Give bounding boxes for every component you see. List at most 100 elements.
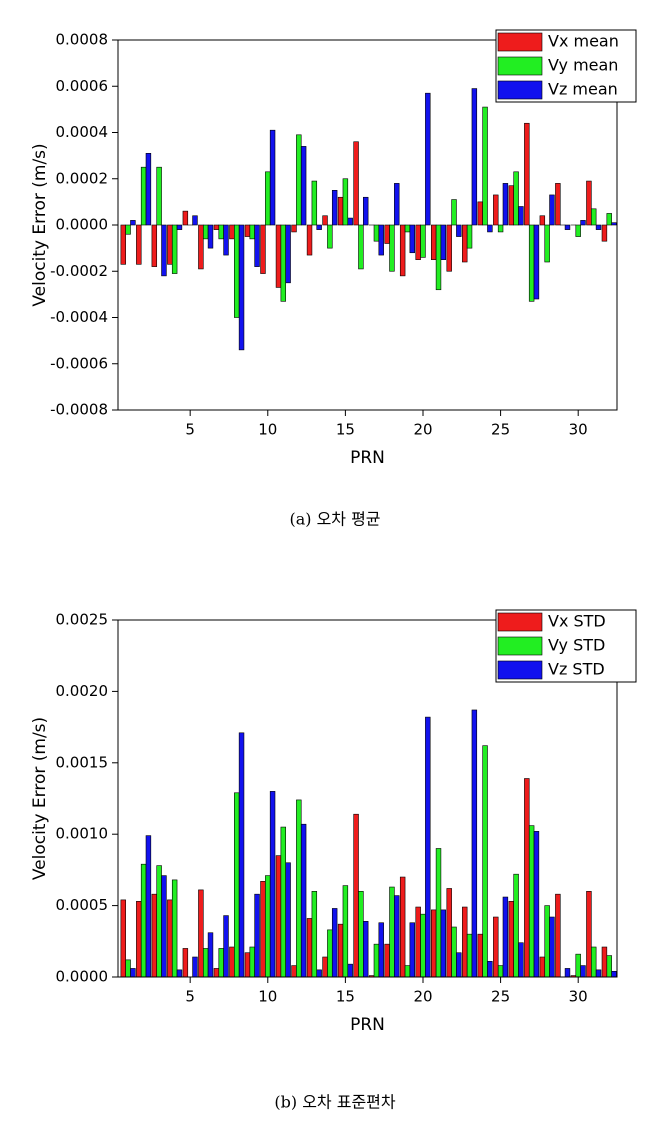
bar	[446, 224, 452, 272]
bar	[140, 863, 147, 978]
bar	[130, 968, 136, 978]
bar	[591, 208, 597, 226]
bar	[218, 948, 224, 978]
bar	[471, 88, 478, 226]
bar	[595, 969, 602, 978]
bar	[497, 224, 504, 233]
bar	[316, 969, 322, 978]
legend-swatch	[497, 636, 543, 656]
bar	[409, 224, 415, 254]
bar	[353, 813, 359, 978]
bar	[456, 952, 462, 978]
y-tick-label: 0.0002	[56, 169, 109, 187]
bar	[466, 933, 473, 978]
bar	[549, 916, 555, 978]
bar	[260, 224, 266, 274]
legend-label: Vy mean	[548, 56, 618, 75]
bar	[518, 206, 524, 226]
bar	[223, 224, 229, 256]
bar	[275, 855, 282, 978]
y-tick-label: -0.0004	[50, 308, 108, 326]
bar	[462, 224, 468, 263]
y-axis-label: Velocity Error (m/s)	[30, 717, 50, 880]
bar	[420, 224, 426, 258]
legend-label: Vz STD	[548, 660, 605, 679]
y-tick-label: 0.0000	[56, 216, 109, 234]
y-tick-label: -0.0002	[50, 262, 108, 280]
y-tick-label: 0.0015	[56, 753, 109, 771]
bar	[601, 224, 608, 242]
x-tick-label: 15	[336, 421, 355, 439]
x-tick-label: 5	[185, 421, 195, 439]
bar	[595, 224, 602, 230]
bar	[477, 933, 483, 978]
bar	[234, 224, 240, 318]
bar	[327, 224, 333, 249]
bar	[384, 224, 390, 244]
bar	[420, 913, 426, 978]
bar	[493, 194, 499, 226]
bar	[363, 196, 369, 226]
bar	[404, 965, 411, 978]
bar	[280, 826, 287, 978]
bar	[192, 215, 198, 226]
bar	[249, 946, 255, 978]
bar	[580, 220, 586, 226]
bar	[296, 799, 302, 978]
bar	[342, 885, 349, 978]
bar	[591, 946, 597, 978]
bar	[337, 196, 344, 226]
x-tick-label: 25	[491, 988, 510, 1006]
bar	[384, 943, 390, 978]
legend-swatch	[497, 80, 543, 100]
bar	[171, 224, 178, 274]
bar	[575, 224, 581, 237]
bar	[254, 224, 260, 267]
bar	[316, 224, 322, 230]
bar	[311, 891, 318, 978]
bar	[471, 709, 478, 978]
bar	[120, 899, 126, 978]
bar	[125, 224, 131, 235]
bar	[409, 922, 415, 978]
bar	[156, 166, 162, 226]
bar	[399, 224, 406, 277]
bar	[606, 955, 612, 978]
bar	[353, 141, 359, 226]
bar	[337, 923, 344, 978]
caption: (b) 오차 표준편차	[274, 1093, 395, 1112]
bar	[136, 901, 142, 978]
bar	[533, 224, 540, 300]
x-axis-label: PRN	[350, 1015, 385, 1035]
bar	[564, 224, 571, 230]
bar	[451, 926, 457, 978]
x-tick-label: 15	[336, 988, 355, 1006]
bar	[394, 183, 400, 226]
bar	[260, 881, 266, 978]
bar	[125, 959, 131, 978]
bar	[502, 183, 509, 226]
y-tick-label: -0.0006	[50, 354, 108, 372]
y-tick-label: -0.0008	[50, 401, 108, 419]
bar	[265, 171, 271, 226]
bar	[306, 224, 313, 256]
bar	[415, 906, 421, 978]
y-tick-label: 0.0020	[56, 682, 109, 700]
bar	[192, 956, 198, 978]
bar	[167, 224, 173, 265]
bar	[171, 879, 178, 978]
bar	[487, 224, 493, 233]
bar	[508, 185, 515, 226]
bar	[280, 224, 287, 302]
bar	[425, 92, 431, 226]
x-tick-label: 30	[569, 421, 588, 439]
bar	[513, 873, 519, 978]
bar	[493, 916, 499, 978]
bar	[601, 946, 608, 978]
bar	[544, 905, 550, 978]
bar	[580, 965, 586, 978]
bar	[611, 222, 617, 226]
bar	[218, 224, 224, 240]
bar	[524, 122, 530, 226]
bar	[508, 901, 515, 978]
